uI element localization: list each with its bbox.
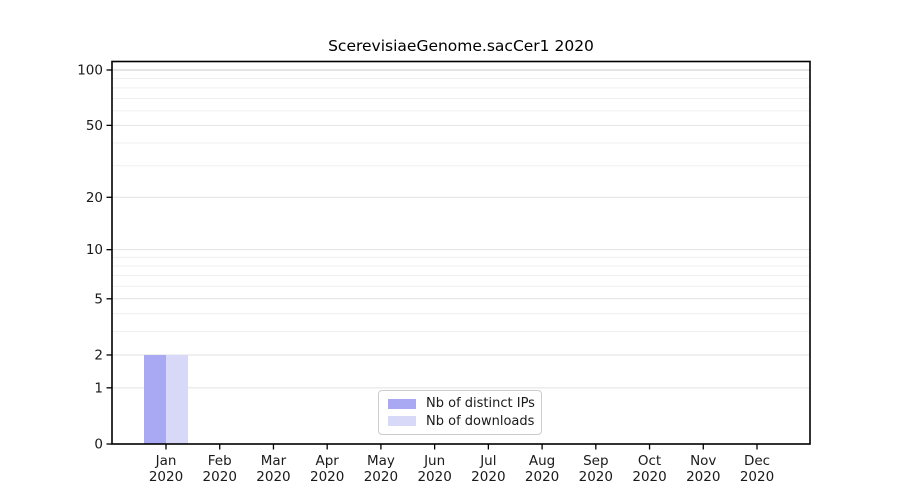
legend-label-distinct-ips: Nb of distinct IPs	[426, 396, 535, 412]
x-tick-label-year: 2020	[256, 469, 290, 485]
y-tick-label: 20	[86, 190, 103, 206]
bar-downloads-jan	[166, 354, 188, 444]
x-tick-label-year: 2020	[203, 469, 237, 485]
x-tick-label-year: 2020	[525, 469, 559, 485]
chart-title: ScerevisiaeGenome.sacCer1 2020	[328, 37, 594, 55]
y-tick-label: 5	[94, 291, 103, 307]
x-tick-label-year: 2020	[364, 469, 398, 485]
x-tick-label-month: Apr	[316, 453, 340, 469]
y-tick-label: 50	[86, 118, 103, 134]
legend-label-downloads: Nb of downloads	[426, 413, 535, 429]
x-tick-label-year: 2020	[686, 469, 720, 485]
y-tick-label: 2	[94, 347, 103, 363]
y-tick-label: 100	[77, 63, 103, 79]
legend-item-distinct-ips: Nb of distinct IPs	[388, 396, 535, 412]
x-tick-label-month: Jun	[423, 453, 445, 469]
x-tick-label-year: 2020	[417, 469, 451, 485]
x-tick-label-month: Feb	[208, 453, 232, 469]
y-tick-label: 1	[94, 380, 103, 396]
plot-spines	[111, 60, 811, 445]
x-tick-label-year: 2020	[310, 469, 344, 485]
x-tick-label-month: Mar	[261, 453, 287, 469]
bar-distinct-ips-jan	[144, 354, 166, 444]
y-tick-label: 10	[86, 242, 103, 258]
x-tick-label-year: 2020	[471, 469, 505, 485]
x-tick-label-month: May	[367, 453, 395, 469]
x-tick-label-month: Oct	[638, 453, 661, 469]
x-tick-label-month: Jul	[479, 453, 496, 469]
legend: Nb of distinct IPs Nb of downloads	[378, 390, 542, 435]
legend-item-downloads: Nb of downloads	[388, 413, 535, 429]
x-tick-label-month: Dec	[744, 453, 770, 469]
x-tick-label-year: 2020	[149, 469, 183, 485]
x-tick-label-month: Aug	[529, 453, 555, 469]
x-tick-label-month: Jan	[155, 453, 177, 469]
x-tick-label-month: Nov	[690, 453, 716, 469]
legend-swatch-downloads	[388, 416, 416, 427]
x-tick-label-year: 2020	[579, 469, 613, 485]
x-tick-label-year: 2020	[632, 469, 666, 485]
legend-swatch-distinct-ips	[388, 398, 416, 409]
x-tick-label-year: 2020	[740, 469, 774, 485]
y-tick-label: 0	[94, 437, 103, 453]
x-tick-label-month: Sep	[583, 453, 608, 469]
